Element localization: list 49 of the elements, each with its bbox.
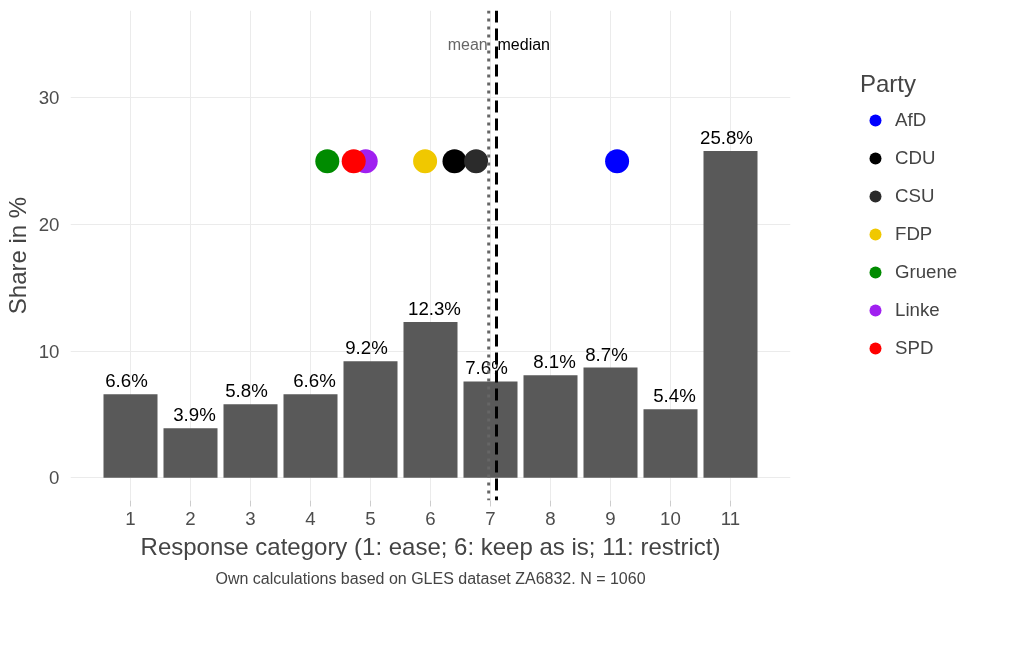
data-label: 25.8% xyxy=(700,127,753,149)
legend-label: CSU xyxy=(895,184,935,208)
legend-label: CDU xyxy=(895,146,936,170)
data-label: 12.3% xyxy=(408,297,461,319)
x-tick-label: 5 xyxy=(365,507,376,529)
x-tick-label: 8 xyxy=(545,507,556,529)
legend-label: Gruene xyxy=(895,260,958,284)
bar xyxy=(163,428,218,478)
x-tick-label: 4 xyxy=(305,507,316,529)
x-tick-label: 11 xyxy=(720,507,741,529)
y-tick-label: 20 xyxy=(38,213,60,235)
bar xyxy=(283,394,338,478)
y-tick-label: 0 xyxy=(49,467,60,489)
y-tick-label: 10 xyxy=(38,340,60,362)
bar xyxy=(643,409,698,478)
text: Own calculations based on GLES dataset ZA6832. N = 1060 xyxy=(215,569,646,587)
x-tick-label: 10 xyxy=(660,507,681,529)
bar xyxy=(103,394,158,478)
bar xyxy=(463,381,518,478)
legend-label: FDP xyxy=(895,222,933,246)
x-tick-label: 1 xyxy=(125,507,136,529)
bar xyxy=(403,321,458,478)
data-label: 6.6% xyxy=(105,370,148,392)
x-tick-label: 2 xyxy=(185,507,196,529)
legend-label: SPD xyxy=(895,336,934,360)
data-label: 9.2% xyxy=(345,337,388,359)
ref-line-label: mean xyxy=(447,35,488,53)
data-label: 5.4% xyxy=(653,385,696,407)
x-tick-label: 3 xyxy=(245,507,256,529)
y-tick-label: 30 xyxy=(38,87,60,109)
data-label: 3.9% xyxy=(173,404,216,426)
legend-label: AfD xyxy=(895,108,927,132)
bar xyxy=(223,404,278,478)
data-label: 8.1% xyxy=(533,351,576,373)
legend-label: Linke xyxy=(895,298,940,322)
bar xyxy=(583,367,638,478)
ref-line-label: median xyxy=(497,35,550,53)
x-axis-title: Response category (1: ease; 6: keep as is; 11: restrict) xyxy=(140,532,721,560)
data-label: 5.8% xyxy=(225,380,268,402)
data-label: 6.6% xyxy=(293,370,336,392)
x-tick-label: 6 xyxy=(425,507,436,529)
bar xyxy=(343,361,398,478)
legend-title: Party xyxy=(860,70,917,98)
y-axis-title: Share in % xyxy=(3,196,31,315)
x-tick-label: 9 xyxy=(605,507,616,529)
x-tick-label: 7 xyxy=(485,507,496,529)
bar xyxy=(703,151,758,478)
data-label: 8.7% xyxy=(585,343,628,365)
bar xyxy=(523,375,578,478)
